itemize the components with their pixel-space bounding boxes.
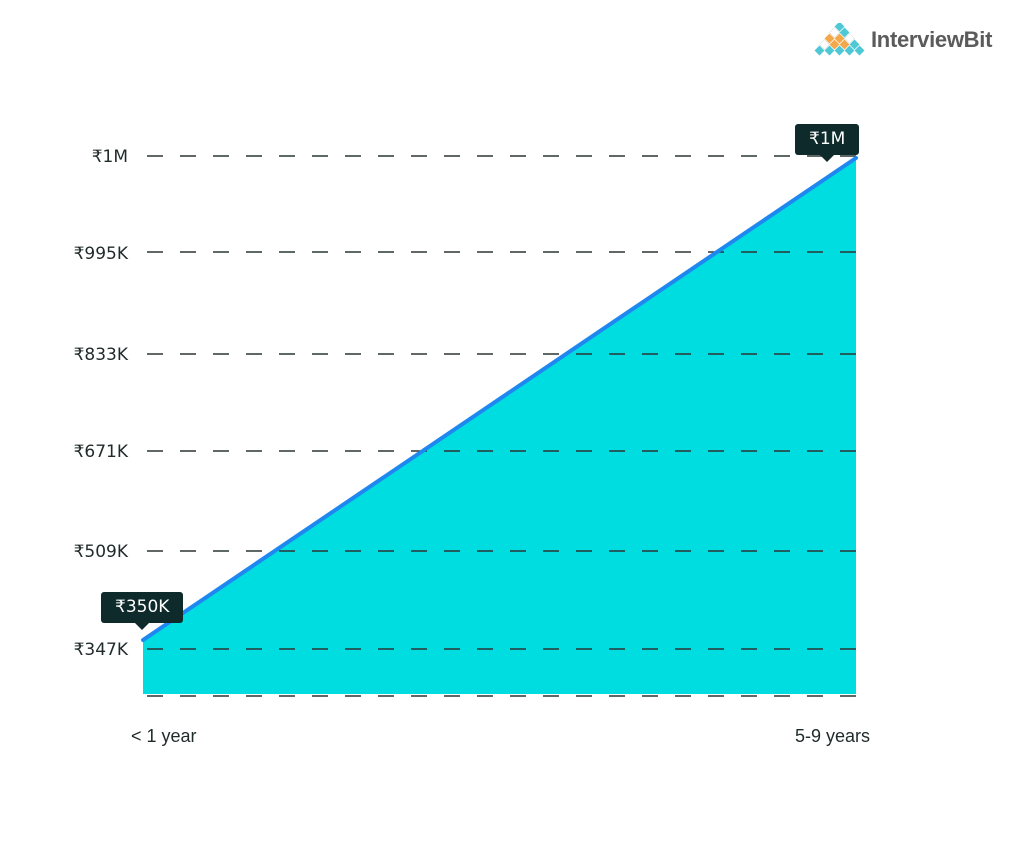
- brand-name: InterviewBit: [871, 27, 993, 52]
- gridlines: [147, 155, 860, 697]
- y-tick-label: ₹671K: [73, 442, 128, 462]
- interviewbit-logo: InterviewBit: [811, 20, 992, 60]
- data-label-end: ₹1M: [795, 124, 860, 162]
- x-tick-label: 5-9 years: [795, 726, 871, 746]
- data-label-text: ₹1M: [809, 129, 846, 149]
- area-fill: [143, 158, 856, 694]
- y-tick-label: ₹995K: [73, 244, 128, 264]
- y-tick-label: ₹509K: [73, 542, 128, 562]
- data-label-start: ₹350K: [101, 592, 184, 630]
- trend-line: [141, 156, 858, 642]
- diamond-pyramid-icon: [814, 23, 865, 56]
- data-label-text: ₹350K: [115, 597, 170, 617]
- x-tick-label: < 1 year: [131, 726, 197, 746]
- y-tick-label: ₹833K: [73, 345, 128, 365]
- y-tick-label: ₹1M: [91, 147, 128, 167]
- y-tick-label: ₹347K: [73, 640, 128, 660]
